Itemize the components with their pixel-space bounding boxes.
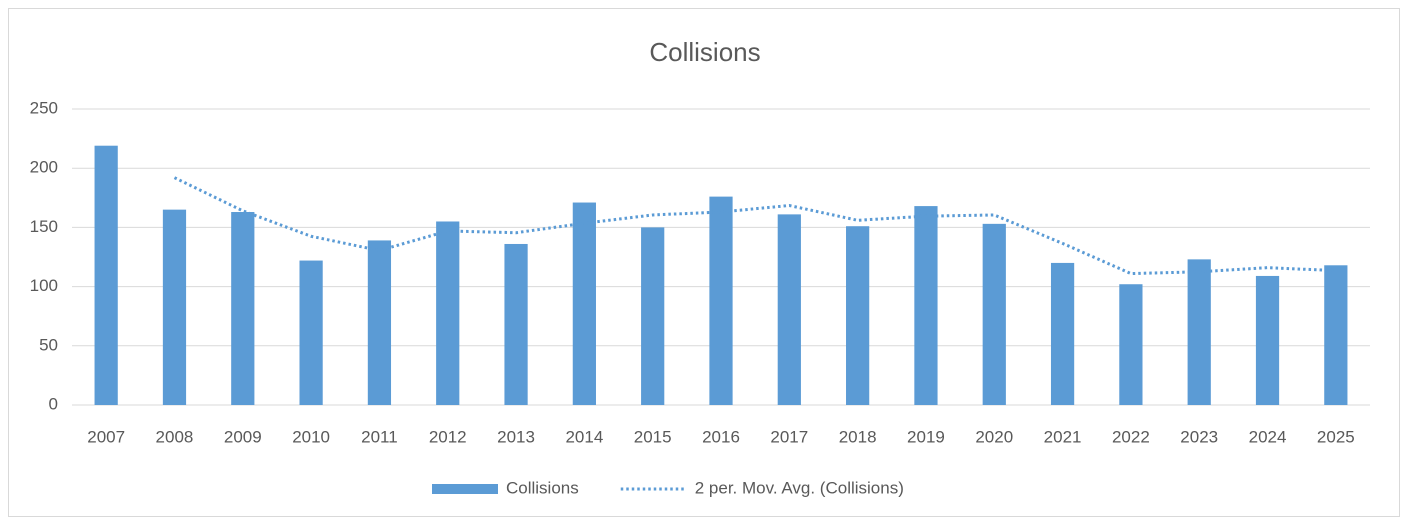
x-tick-label: 2008 — [156, 427, 194, 446]
bar — [846, 226, 870, 405]
bar — [1324, 265, 1348, 405]
bar — [777, 214, 801, 405]
x-tick-label: 2007 — [87, 427, 125, 446]
y-tick-label: 250 — [30, 98, 58, 117]
x-tick-label: 2019 — [907, 427, 945, 446]
bar — [367, 240, 392, 405]
legend-label: Collisions — [506, 478, 579, 497]
y-tick-label: 50 — [39, 335, 58, 354]
bar — [982, 223, 1006, 405]
x-tick-label: 2022 — [1112, 427, 1150, 446]
x-tick-label: 2013 — [497, 427, 535, 446]
y-tick-label: 0 — [49, 394, 58, 413]
y-tick-label: 200 — [30, 158, 58, 177]
x-tick-label: 2021 — [1044, 427, 1082, 446]
x-tick-label: 2017 — [770, 427, 808, 446]
x-tick-label: 2015 — [634, 427, 672, 446]
bar — [641, 227, 665, 405]
bar — [299, 260, 323, 405]
legend-label: 2 per. Mov. Avg. (Collisions) — [695, 478, 904, 497]
x-tick-label: 2025 — [1317, 427, 1355, 446]
bar — [1050, 262, 1075, 405]
x-tick-label: 2023 — [1180, 427, 1218, 446]
legend-swatch — [432, 484, 498, 494]
y-tick-label: 100 — [30, 276, 58, 295]
bar — [94, 145, 118, 406]
x-tick-label: 2009 — [224, 427, 262, 446]
x-tick-label: 2018 — [839, 427, 877, 446]
bar — [436, 221, 460, 405]
bar — [1187, 259, 1211, 405]
bar — [1119, 284, 1143, 405]
x-tick-label: 2014 — [565, 427, 603, 446]
x-tick-label: 2016 — [702, 427, 740, 446]
x-tick-label: 2020 — [975, 427, 1013, 446]
bar — [1255, 275, 1280, 405]
x-tick-label: 2011 — [361, 427, 398, 446]
x-tick-label: 2010 — [292, 427, 330, 446]
bar — [162, 209, 187, 405]
x-tick-label: 2024 — [1249, 427, 1287, 446]
bar — [709, 196, 733, 405]
chart-title: Collisions — [649, 37, 760, 67]
x-tick-label: 2012 — [429, 427, 467, 446]
bar — [504, 243, 528, 405]
bar — [914, 206, 938, 405]
bar — [231, 212, 255, 405]
bar — [572, 202, 596, 405]
y-tick-label: 150 — [30, 217, 58, 236]
